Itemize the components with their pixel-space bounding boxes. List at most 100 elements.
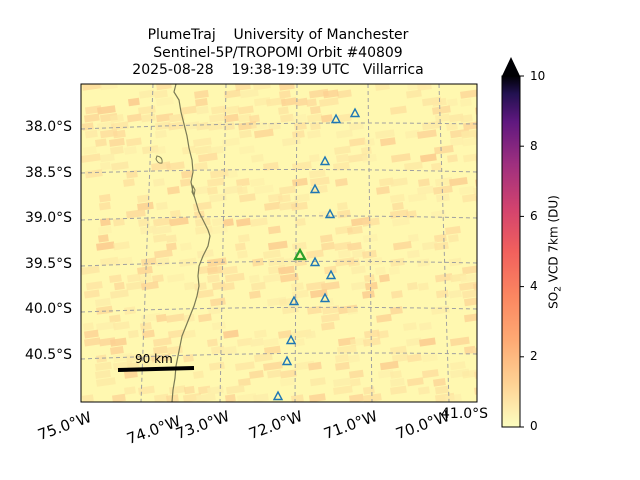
so2-pixel [277,330,292,339]
so2-pixel [98,201,111,211]
so2-pixel [319,97,339,107]
so2-pixel [193,370,204,379]
so2-pixel [249,338,264,347]
graticule-latitude [81,122,477,130]
so2-pixel [262,161,279,171]
so2-pixel [334,361,350,371]
so2-pixel [225,169,238,179]
so2-pixel [291,130,305,139]
so2-pixel [248,274,260,283]
so2-pixel [168,113,185,123]
so2-pixel [140,312,161,323]
so2-pixel [391,353,409,363]
so2-pixel [109,114,124,123]
so2-pixel [404,129,420,139]
so2-pixel [459,89,477,99]
so2-pixel [249,370,264,379]
colorbar-tick-4: 4 [530,279,538,293]
so2-pixel [291,201,308,211]
so2-pixel [224,394,236,402]
so2-pixel [84,129,98,139]
so2-pixel [222,329,239,339]
so2-pixel [389,370,402,379]
so2-pixel [238,129,252,139]
so2-pixel [281,136,301,147]
scale-bar [117,366,195,372]
so2-pixel [126,113,142,123]
so2-pixel [113,281,125,291]
so2-pixel [155,84,172,91]
so2-pixel [278,185,296,195]
so2-pixel [291,282,304,291]
so2-pixel [389,306,403,315]
so2-pixel [461,289,477,299]
so2-pixel [82,145,97,155]
so2-pixel [137,353,155,363]
so2-pixel [152,178,165,187]
so2-pixel [263,249,281,259]
so2-pixel [83,337,101,347]
so2-pixel [99,161,111,171]
so2-pixel [362,393,382,402]
so2-pixel [248,114,260,123]
so2-pixel [95,138,107,147]
so2-pixel [375,186,390,195]
lat-label-38-5: 38.5°S [24,165,72,181]
title-line-2: Sentinel-5P/TROPOMI Orbit #40809 [153,45,403,61]
so2-pixel [307,361,322,371]
so2-pixel [476,217,477,227]
so2-pixel [95,361,112,371]
so2-pixel [250,281,266,291]
so2-pixel [391,217,410,227]
volcano-marker [319,155,331,166]
so2-pixel [251,258,264,267]
so2-pixel [235,178,250,187]
so2-pixel [348,137,366,147]
so2-pixel [110,121,129,131]
so2-pixel [462,153,477,163]
so2-pixel [431,97,447,107]
so2-pixel [179,178,191,187]
so2-pixel [364,257,383,267]
so2-pixel [167,329,185,339]
so2-pixel [234,242,246,251]
so2-pixel [461,137,477,147]
so2-pixel [109,346,124,355]
so2-pixel [462,120,477,131]
so2-pixel [225,384,245,395]
lat-label-39-0: 39.0°S [24,210,72,226]
so2-pixel [224,272,245,283]
so2-pixel [475,257,477,267]
so2-pixel [235,217,251,227]
so2-pixel [123,146,137,155]
so2-pixel [98,193,111,203]
so2-pixel [193,185,211,195]
so2-pixel [97,225,112,235]
so2-pixel [99,153,115,163]
lat-label-41-0: 41.0°S [441,406,489,422]
so2-pixel [320,321,335,331]
so2-pixel [280,97,297,107]
so2-pixel [348,393,364,402]
so2-pixel [348,369,364,379]
so2-pixel [221,282,235,291]
so2-pixel [348,121,364,131]
so2-pixel [448,113,464,123]
so2-pixel [433,144,454,155]
so2-pixel [112,217,125,227]
so2-pixel [137,385,155,395]
so2-pixel [81,265,100,275]
so2-pixel [152,337,172,347]
so2-pixel [293,193,310,203]
so2-pixel [250,154,264,163]
so2-pixel [266,369,282,379]
so2-pixel [474,105,477,115]
so2-pixel [417,282,429,291]
lake-outline [191,184,196,198]
target-volcano-marker [293,247,307,261]
lat-label-38-0: 38.0°S [24,119,72,135]
so2-pixel [472,186,477,195]
so2-pixel [309,105,321,115]
so2-pixel [433,241,449,251]
so2-pixel [347,258,360,267]
